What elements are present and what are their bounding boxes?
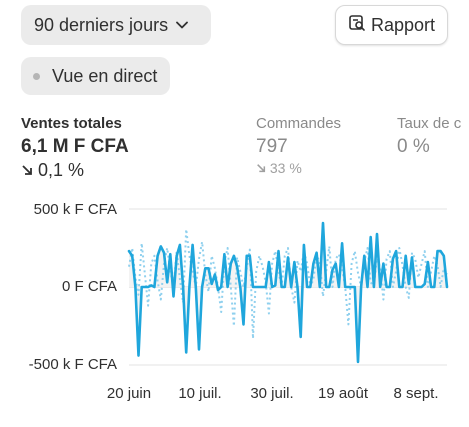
metric-label: Taux de c xyxy=(397,115,462,132)
metric-delta: 33 % xyxy=(256,160,341,176)
metric-value: 0 % xyxy=(397,136,430,157)
metric-value: 797 xyxy=(256,136,288,157)
x-tick-label: 10 juil. xyxy=(178,385,222,402)
metric-label: Ventes totales xyxy=(21,115,122,132)
x-tick-label: 8 sept. xyxy=(393,385,439,402)
arrow-down-right-icon xyxy=(256,160,270,176)
arrow-down-right-icon xyxy=(21,160,38,180)
chevron-down-icon xyxy=(176,17,188,32)
report-label: Rapport xyxy=(371,14,436,35)
x-tick-label: 30 juil. xyxy=(250,385,294,402)
metric-value: 6,1 M F CFA xyxy=(21,136,129,157)
report-button[interactable]: Rapport xyxy=(335,5,448,45)
period-label: 90 derniers jours xyxy=(34,14,169,35)
y-tick-label: 500 k F CFA xyxy=(33,201,117,218)
live-view-label: Vue en direct xyxy=(52,65,158,86)
previous-period-line xyxy=(128,228,448,340)
report-search-icon xyxy=(348,14,371,37)
metric-orders[interactable]: Commandes 797 33 % xyxy=(256,115,341,176)
x-tick-label: 19 août xyxy=(317,385,369,402)
metric-delta: 0,1 % xyxy=(21,160,129,181)
live-status-dot xyxy=(33,72,40,80)
series-area-fill xyxy=(129,223,447,362)
metric-conversion-rate[interactable]: Taux de c 0 % xyxy=(397,115,461,158)
x-tick-label: 20 juin xyxy=(106,385,152,402)
period-selector[interactable]: 90 derniers jours xyxy=(21,5,211,45)
live-view-button[interactable]: Vue en direct xyxy=(21,57,170,95)
y-tick-label: 0 F CFA xyxy=(61,278,117,295)
metric-total-sales[interactable]: Ventes totales 6,1 M F CFA 0,1 % xyxy=(21,115,129,181)
current-period-line xyxy=(127,221,449,364)
metric-label: Commandes xyxy=(256,115,342,132)
y-tick-label: -500 k F CFA xyxy=(28,356,117,373)
